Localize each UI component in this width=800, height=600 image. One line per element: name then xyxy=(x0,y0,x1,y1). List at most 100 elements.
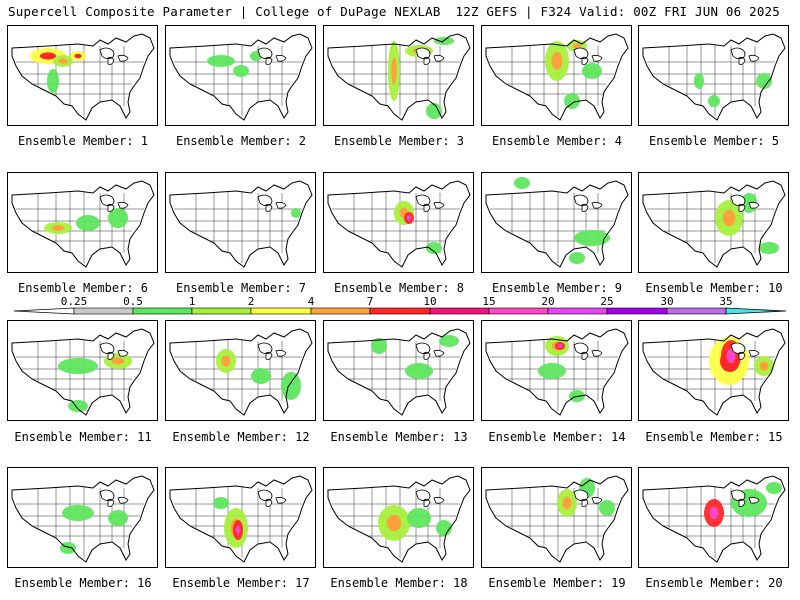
ensemble-panel-14 xyxy=(481,320,632,421)
scp-region xyxy=(62,505,94,521)
colorbar-swatch xyxy=(725,307,787,315)
scp-region xyxy=(108,510,128,526)
colorbar-tick-label: 7 xyxy=(367,296,374,308)
map-svg xyxy=(11,475,155,563)
ensemble-panel-1 xyxy=(7,25,158,126)
ensemble-member-label: Ensemble Member: 5 xyxy=(648,134,780,148)
scp-core xyxy=(391,57,397,85)
ensemble-member-label: Ensemble Member: 11 xyxy=(14,430,152,444)
scp-region xyxy=(108,208,128,228)
colorbar-tick-label: 4 xyxy=(308,296,315,308)
ensemble-member-label: Ensemble Member: 1 xyxy=(17,134,149,148)
ensemble-member-label: Ensemble Member: 12 xyxy=(172,430,310,444)
scp-region xyxy=(569,252,585,264)
colorbar-tick-label: 0.5 xyxy=(123,296,143,308)
colorbar-swatch xyxy=(250,307,312,315)
ensemble-panel-20 xyxy=(638,467,789,568)
ensemble-member-label: Ensemble Member: 20 xyxy=(645,576,783,590)
scp-region xyxy=(582,63,602,79)
ensemble-panel-4 xyxy=(481,25,632,126)
scp-region xyxy=(439,335,459,347)
scp-region xyxy=(708,95,720,107)
ensemble-panel-19 xyxy=(481,467,632,568)
colorbar-svg: 0.25 0.5 1 2 4 7 10 15 20 25 30 35 xyxy=(13,296,787,315)
ensemble-member-label: Ensemble Member: 2 xyxy=(175,134,307,148)
scp-region xyxy=(405,363,433,379)
ensemble-panel-3 xyxy=(323,25,474,126)
colorbar-tick-label: 10 xyxy=(423,296,436,308)
scp-region xyxy=(407,508,431,528)
map-svg xyxy=(327,328,471,416)
ensemble-member-label: Ensemble Member: 18 xyxy=(330,576,468,590)
ensemble-panel-6 xyxy=(7,172,158,273)
ensemble-panel-2 xyxy=(165,25,316,126)
scp-core xyxy=(74,53,82,59)
title-left: Supercell Composite Parameter | College … xyxy=(8,4,441,19)
scp-region xyxy=(564,93,580,109)
scp-region xyxy=(426,103,442,119)
scp-region xyxy=(213,497,229,509)
scp-core xyxy=(221,355,231,367)
title-right: 12Z GEFS | F324 Valid: 00Z FRI JUN 06 20… xyxy=(455,4,780,19)
map-svg xyxy=(169,180,313,268)
scp-region xyxy=(207,55,235,67)
scp-core xyxy=(557,344,563,348)
colorbar-swatch xyxy=(191,307,252,315)
scp-core xyxy=(709,506,719,520)
ensemble-member-label: Ensemble Member: 6 xyxy=(17,281,149,295)
ensemble-member-label: Ensemble Member: 7 xyxy=(175,281,307,295)
scp-region xyxy=(251,368,271,384)
scp-region xyxy=(766,482,782,494)
scp-region xyxy=(58,358,98,374)
scp-core xyxy=(235,525,241,535)
ensemble-panel-13 xyxy=(323,320,474,421)
map-svg xyxy=(485,177,629,268)
scp-region xyxy=(371,338,387,354)
ensemble-panel-12 xyxy=(165,320,316,421)
ensemble-panel-15 xyxy=(638,320,789,421)
scp-core xyxy=(39,52,57,60)
scp-region xyxy=(599,500,615,516)
ensemble-panel-9 xyxy=(481,172,632,273)
scp-region xyxy=(538,363,566,379)
map-svg xyxy=(11,33,155,121)
map-svg xyxy=(485,475,629,563)
ensemble-member-label: Ensemble Member: 3 xyxy=(333,134,465,148)
ensemble-panel-10 xyxy=(638,172,789,273)
map-svg xyxy=(327,180,471,268)
scp-region xyxy=(756,73,772,89)
colorbar-tick-label: 35 xyxy=(719,296,732,308)
map-svg xyxy=(642,33,786,121)
colorbar-swatch xyxy=(73,307,134,315)
ensemble-panel-8 xyxy=(323,172,474,273)
ensemble-panel-18 xyxy=(323,467,474,568)
scp-region xyxy=(281,372,301,400)
colorbar-swatch xyxy=(666,307,727,315)
colorbar-swatch xyxy=(429,307,490,315)
scp-core xyxy=(551,52,563,70)
scp-core xyxy=(51,225,65,231)
scp-core xyxy=(722,209,736,227)
scp-region xyxy=(574,230,610,246)
map-svg xyxy=(327,33,471,121)
colorbar-tick-label: 20 xyxy=(541,296,554,308)
colorbar-tick-label: 15 xyxy=(482,296,495,308)
scp-core xyxy=(572,43,582,49)
colorbar-tick-label: 30 xyxy=(660,296,673,308)
map-svg xyxy=(642,328,786,416)
ensemble-panel-17 xyxy=(165,467,316,568)
colorbar-tick-label: 2 xyxy=(248,296,255,308)
map-svg xyxy=(327,475,471,563)
scp-region xyxy=(426,242,442,254)
ensemble-member-label: Ensemble Member: 9 xyxy=(491,281,623,295)
colorbar-swatch xyxy=(547,307,608,315)
ensemble-panel-11 xyxy=(7,320,158,421)
colorbar-tick-label: 0.25 xyxy=(61,296,88,308)
scp-region xyxy=(76,215,100,231)
scp-core xyxy=(726,348,736,364)
ensemble-panel-7 xyxy=(165,172,316,273)
ensemble-member-label: Ensemble Member: 10 xyxy=(645,281,783,295)
ensemble-member-label: Ensemble Member: 14 xyxy=(488,430,626,444)
colorbar-swatch xyxy=(310,307,371,315)
scp-region xyxy=(436,520,452,536)
